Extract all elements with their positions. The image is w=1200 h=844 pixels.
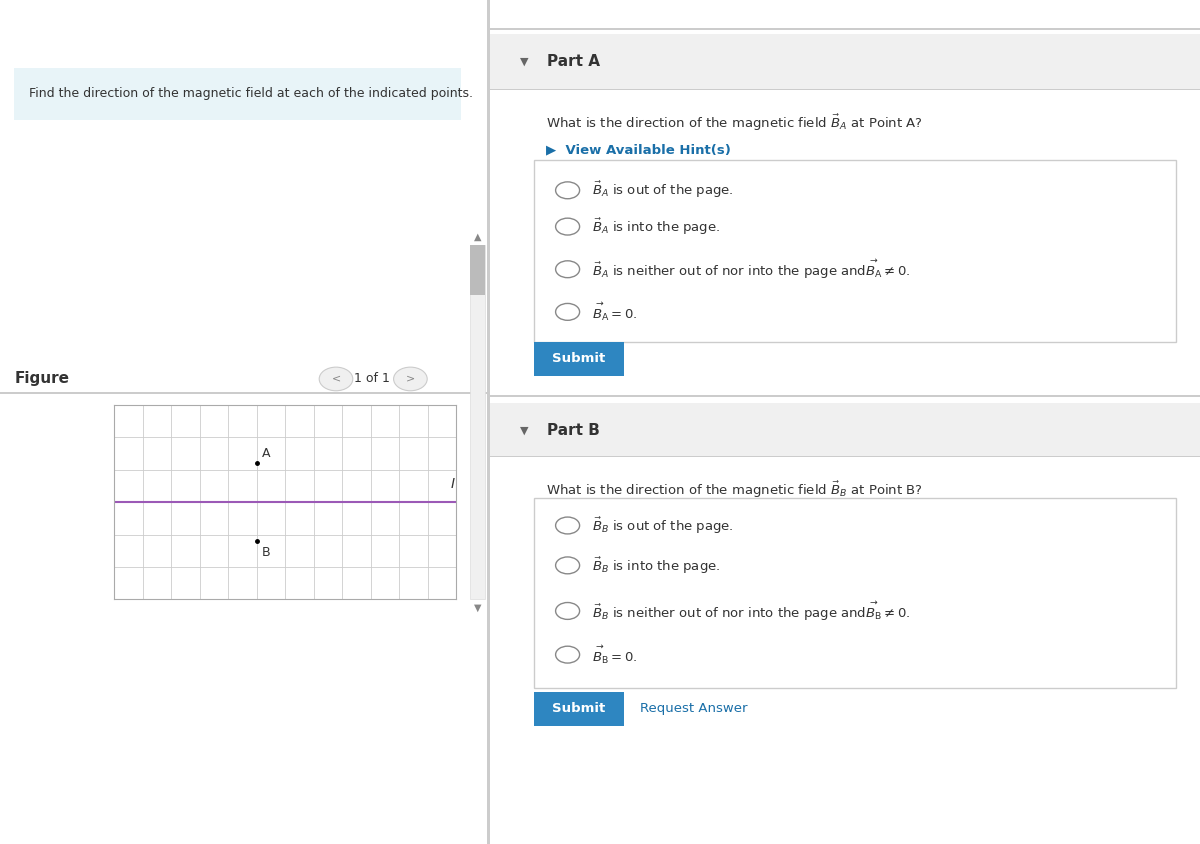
Text: 1 of 1: 1 of 1 (354, 372, 390, 386)
Text: $\overset{\rightarrow}{B_{\rm A}} = 0$.: $\overset{\rightarrow}{B_{\rm A}} = 0$. (592, 300, 637, 323)
Text: Part A: Part A (547, 54, 600, 69)
Text: A: A (263, 447, 271, 460)
Text: Submit: Submit (552, 352, 606, 365)
Text: Find the direction of the magnetic field at each of the indicated points.: Find the direction of the magnetic field… (29, 87, 473, 100)
Text: >: > (406, 374, 415, 384)
Text: Part B: Part B (547, 423, 600, 438)
Text: B: B (263, 546, 271, 559)
Text: $\overset{\rightarrow}{B_{\rm B}} = 0$.: $\overset{\rightarrow}{B_{\rm B}} = 0$. (592, 643, 637, 666)
Text: $\vec{B}_B$ is neither out of nor into the page and$\overset{\rightarrow}{B_{\rm: $\vec{B}_B$ is neither out of nor into t… (592, 599, 911, 623)
Text: ▼: ▼ (474, 603, 481, 613)
Text: <: < (331, 374, 341, 384)
Text: Submit: Submit (552, 702, 606, 716)
Text: I: I (450, 477, 455, 491)
Text: $\vec{B}_B$ is into the page.: $\vec{B}_B$ is into the page. (592, 555, 720, 576)
Text: $\vec{B}_A$ is out of the page.: $\vec{B}_A$ is out of the page. (592, 180, 733, 201)
Text: What is the direction of the magnetic field $\vec{B}_A$ at Point A?: What is the direction of the magnetic fi… (546, 112, 923, 133)
Text: ▲: ▲ (474, 231, 481, 241)
Text: ▶  View Available Hint(s): ▶ View Available Hint(s) (546, 143, 731, 157)
Text: ▼: ▼ (520, 57, 528, 67)
Text: ▼: ▼ (520, 425, 528, 436)
Text: What is the direction of the magnetic field $\vec{B}_B$ at Point B?: What is the direction of the magnetic fi… (546, 479, 923, 500)
Text: $\vec{B}_A$ is into the page.: $\vec{B}_A$ is into the page. (592, 216, 720, 237)
Text: Request Answer: Request Answer (640, 702, 748, 716)
Text: $\vec{B}_A$ is neither out of nor into the page and$\overset{\rightarrow}{B_{\rm: $\vec{B}_A$ is neither out of nor into t… (592, 257, 911, 281)
Text: Figure: Figure (14, 371, 70, 387)
Text: $\vec{B}_B$ is out of the page.: $\vec{B}_B$ is out of the page. (592, 516, 733, 536)
